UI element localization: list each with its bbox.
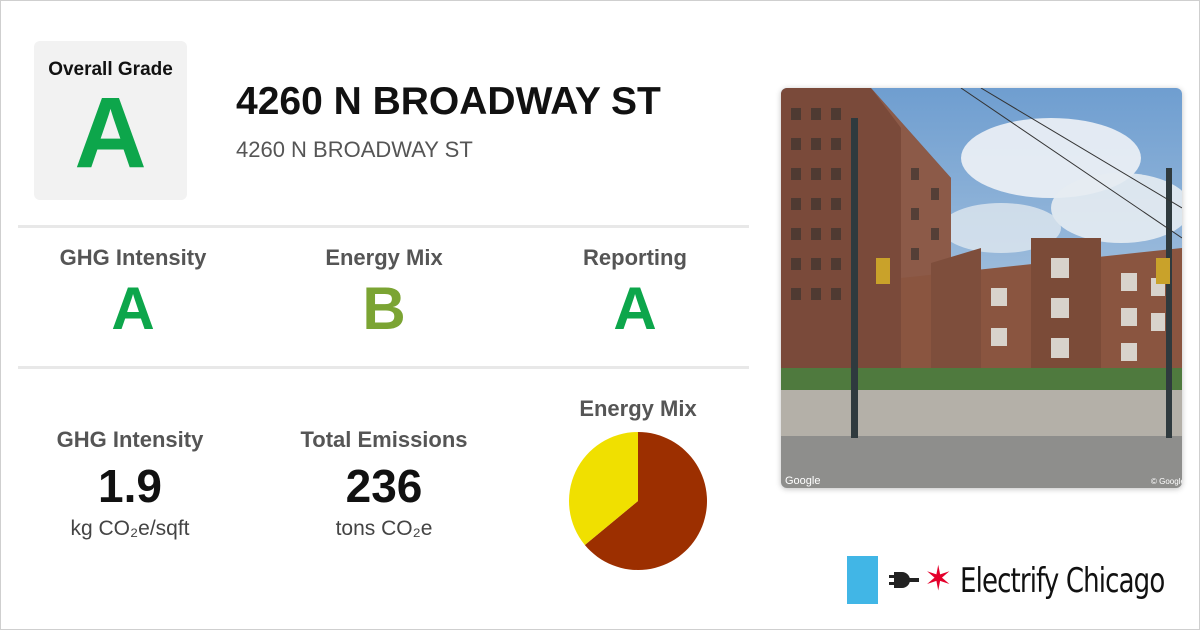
overall-grade-label: Overall Grade	[48, 59, 173, 80]
google-copyright: © Google	[1151, 477, 1182, 486]
divider-middle	[18, 366, 749, 369]
building-photo: Google © Google	[781, 88, 1182, 488]
stat-label: Total Emissions	[300, 427, 468, 452]
stat-value: 1.9	[98, 460, 162, 512]
overall-grade-box: Overall Grade A	[34, 41, 187, 200]
grade-label: GHG Intensity	[59, 245, 207, 270]
chicago-star-icon: ✶	[924, 560, 953, 598]
building-title: 4260 N BROADWAY ST	[236, 80, 661, 123]
stat-value: 236	[345, 460, 423, 512]
google-watermark: Google	[785, 475, 820, 487]
brand-name: Electrify Chicago	[960, 561, 1165, 601]
divider-top	[18, 225, 749, 228]
grade-label: Energy Mix	[325, 245, 443, 270]
stat-total-emissions: Total Emissions 236 tons CO₂e	[259, 427, 509, 541]
grade-letter: A	[613, 275, 657, 342]
grade-letter: B	[362, 275, 406, 342]
chart-title: Energy Mix	[579, 396, 697, 421]
grade-ghg-intensity: GHG Intensity A	[8, 245, 258, 339]
energy-mix-pie	[569, 432, 707, 570]
street-view-image: Google © Google	[781, 88, 1182, 488]
overall-grade-value: A	[74, 77, 147, 189]
grade-label: Reporting	[583, 245, 687, 270]
energy-mix-chart: Energy Mix	[540, 396, 736, 576]
pie-slice-0	[584, 432, 707, 570]
building-address: 4260 N BROADWAY ST	[236, 137, 473, 162]
stat-ghg-intensity: GHG Intensity 1.9 kg CO₂e/sqft	[5, 427, 255, 541]
grade-energy-mix: Energy Mix B	[259, 245, 509, 339]
stat-unit: tons CO₂e	[335, 517, 433, 540]
stat-unit: kg CO₂e/sqft	[70, 517, 190, 540]
grade-reporting: Reporting A	[510, 245, 760, 339]
chicago-flag-stripe	[847, 556, 878, 604]
plug-icon	[889, 572, 919, 588]
pie-slice-1	[569, 432, 638, 545]
grade-letter: A	[111, 275, 155, 342]
stat-label: GHG Intensity	[56, 427, 204, 452]
